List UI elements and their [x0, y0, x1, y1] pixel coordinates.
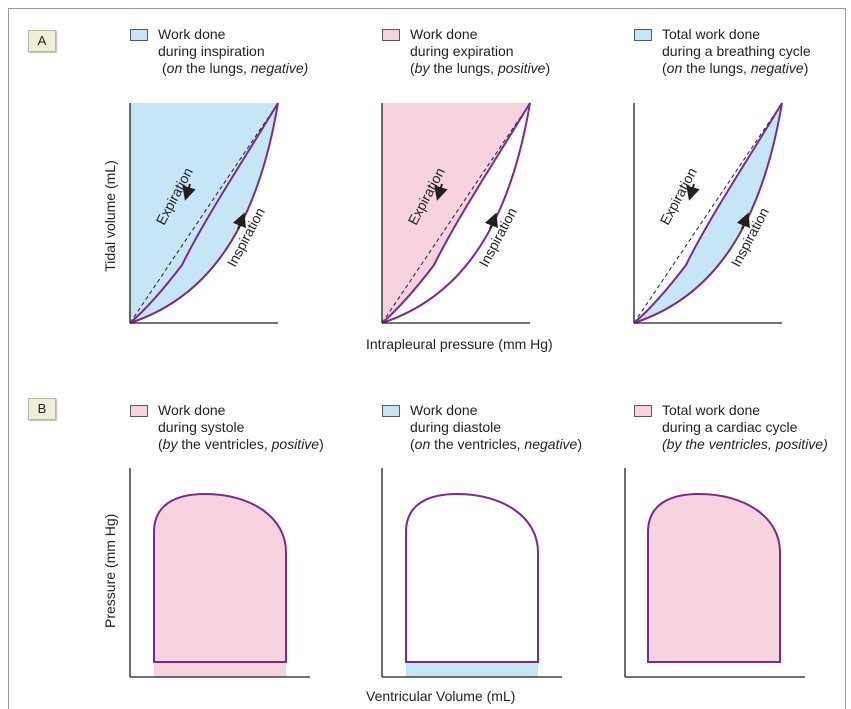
expiration-curve [633, 102, 783, 324]
x-axis-label-intrapleural-pressure: Intrapleural pressure (mm Hg) [366, 336, 553, 352]
inspiration-arrow-icon [484, 212, 498, 230]
inspiration-arrow-icon [232, 212, 246, 230]
pink-swatch-icon [634, 405, 652, 417]
expiration-arrow-icon [182, 183, 196, 201]
expiration-arrow-icon [686, 183, 700, 201]
legend-line: (by the ventricles, positive) [158, 436, 324, 452]
legend-breathing-cycle: Total work done during a breathing cycle… [634, 26, 811, 77]
area-systole-work [154, 494, 286, 677]
inspiration-arrow-icon [736, 212, 750, 230]
figure-frame [8, 8, 846, 709]
legend-line: during a breathing cycle [662, 43, 811, 59]
legend-line: (by the lungs, positive) [410, 60, 551, 76]
expiration-arrow-icon [434, 183, 448, 201]
loop-chart-breathing-cycle: Expiration Inspiration [633, 102, 783, 324]
pv-loop [647, 492, 781, 663]
loop-chart-inspiration: Expiration Inspiration [129, 102, 279, 324]
legend-line: during expiration [410, 43, 514, 59]
dashed-diagonal [381, 102, 531, 324]
dashed-diagonal [129, 102, 279, 324]
legend-systole: Work done during systole (by the ventric… [130, 402, 324, 453]
loop-chart-expiration: Expiration Inspiration [381, 102, 531, 324]
expiration-curve [381, 102, 531, 324]
pv-loop [405, 492, 539, 663]
pv-loop [153, 492, 287, 663]
legend-inspiration: Work done during inspiration (on the lun… [130, 26, 308, 77]
legend-line: during diastole [410, 419, 502, 435]
legend-line: Work done [410, 402, 478, 418]
legend-line: (on the lungs, negative) [662, 60, 809, 76]
legend-line: during a cardiac cycle [662, 419, 798, 435]
legend-line: (on the lungs, negative) [162, 60, 309, 76]
pink-swatch-icon [130, 405, 148, 417]
pink-swatch-icon [382, 29, 400, 41]
legend-expiration: Work done during expiration (by the lung… [382, 26, 550, 77]
legend-line: during inspiration [158, 43, 265, 59]
blue-swatch-icon [382, 405, 400, 417]
pv-loop-cardiac-cycle [624, 468, 805, 678]
pv-loop-systole [129, 468, 310, 678]
inspiration-curve [129, 102, 279, 324]
inspiration-curve [633, 102, 783, 324]
legend-line: Total work done [662, 402, 761, 418]
expiration-curve [129, 102, 279, 324]
panel-b-tag: B [28, 398, 56, 420]
x-axis-label-ventricular-volume: Ventricular Volume (mL) [366, 688, 516, 704]
blue-swatch-icon [130, 29, 148, 41]
blue-swatch-icon [634, 29, 652, 41]
legend-line: during systole [158, 419, 245, 435]
expiration-label: Expiration [657, 165, 700, 227]
area-diastole-work [406, 662, 538, 677]
panel-a-tag: A [28, 30, 56, 52]
legend-line: Work done [158, 26, 226, 42]
legend-line: Total work done [662, 26, 761, 42]
legend-line: Work done [410, 26, 478, 42]
legend-diastole: Work done during diastole (on the ventri… [382, 402, 582, 453]
dashed-diagonal [633, 102, 783, 324]
inspiration-curve [381, 102, 531, 324]
pv-loop-diastole [381, 468, 562, 678]
legend-line: Work done [158, 402, 226, 418]
legend-line: (on the ventricles, negative) [410, 436, 583, 452]
legend-cardiac-cycle: Total work done during a cardiac cycle (… [634, 402, 828, 453]
legend-line: (by the ventricles, positive) [662, 436, 828, 452]
